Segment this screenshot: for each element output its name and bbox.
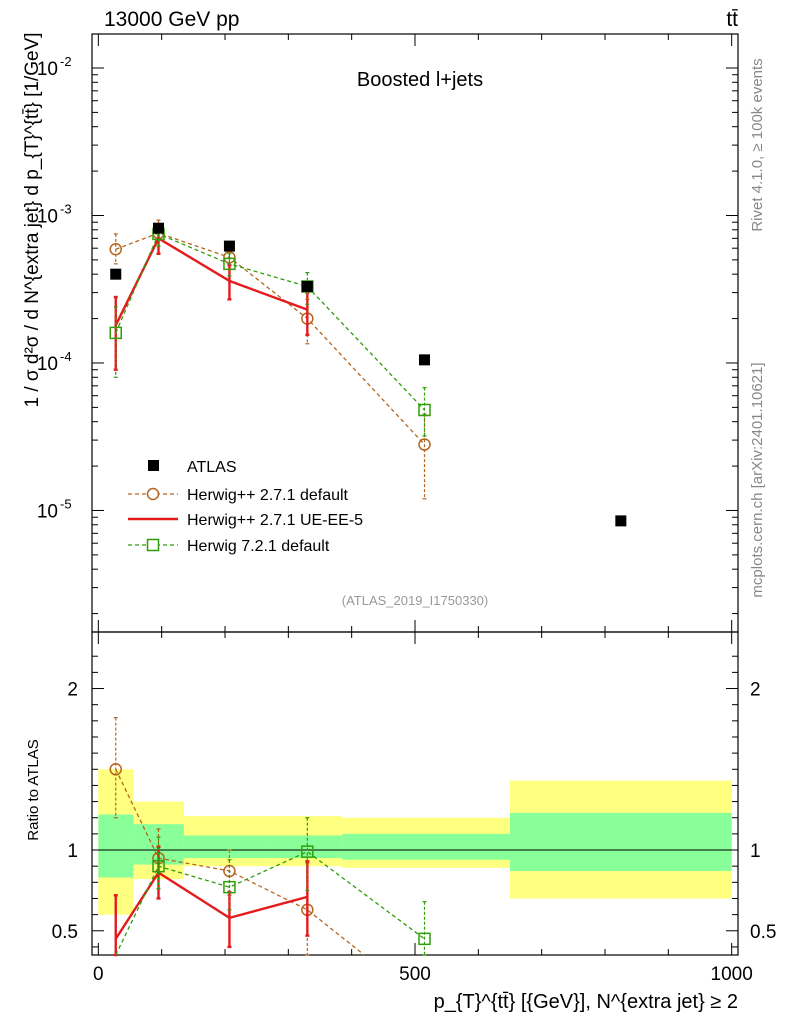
main-atlas-point	[153, 222, 164, 234]
x-tick-label: 500	[399, 964, 431, 985]
y-tick-label-exponent: -5	[60, 496, 72, 511]
main-herwigpp-2-7-1-default-group	[109, 219, 431, 500]
process-label: tt̄	[726, 8, 738, 31]
legend-marker-herwigpp-default	[146, 487, 160, 501]
y-tick-label: 10	[37, 206, 58, 227]
ratio-herwig-7-2-1-default-group	[115, 817, 431, 956]
ratio-herwig-7-2-1-default-point	[152, 859, 165, 873]
main-herwigpp-2-7-1-default-point	[223, 251, 236, 264]
y-tick-label-exponent: -3	[60, 201, 72, 216]
legend-marker-herwig7-default	[146, 538, 160, 552]
legend: ATLAS Herwig++ 2.7.1 default Herwig++ 2.…	[128, 459, 363, 555]
ratio-band-green	[342, 833, 510, 860]
main-atlas-group	[110, 222, 627, 527]
legend-entry-atlas: ATLAS	[148, 459, 237, 476]
y-tick-label-exponent: -2	[60, 54, 72, 69]
legend-entry-herwigpp-ueee5: Herwig++ 2.7.1 UE-EE-5	[128, 512, 363, 529]
ratio-y-tick-label: 0.5	[52, 922, 78, 943]
main-herwig-7-2-1-default-point	[109, 326, 122, 340]
ratio-y-tick-label-right: 1	[750, 841, 761, 862]
ratio-band-green	[98, 814, 134, 878]
main-herwig-7-2-1-default-point	[223, 257, 236, 271]
legend-label-atlas: ATLAS	[187, 459, 237, 476]
x-tick-label: 0	[93, 964, 104, 985]
x-tick-label: 1000	[711, 964, 753, 985]
ratio-herwig-7-2-1-default-point	[223, 880, 236, 894]
ratio-herwigpp-2-7-1-ue-ee-5-line	[114, 870, 308, 940]
main-herwig-7-2-1-default-point	[418, 403, 431, 417]
legend-label-herwig7-default: Herwig 7.2.1 default	[187, 538, 330, 555]
legend-label-herwigpp-ueee5: Herwig++ 2.7.1 UE-EE-5	[187, 512, 363, 529]
analysis-label: (ATLAS_2019_I1750330)	[342, 593, 488, 608]
ratio-y-tick-label-right: 0.5	[750, 922, 776, 943]
main-herwig-7-2-1-default-group	[109, 223, 431, 437]
ratio-y-tick-label: 2	[67, 680, 78, 701]
ratio-band-green	[510, 812, 732, 872]
main-atlas-point	[301, 281, 313, 293]
legend-entry-herwig7-default: Herwig 7.2.1 default	[128, 538, 330, 555]
ratio-herwig-7-2-1-default-line	[115, 850, 425, 956]
legend-label-herwigpp-default: Herwig++ 2.7.1 default	[187, 487, 349, 504]
y-tick-label: 10	[37, 59, 58, 80]
main-herwigpp-2-7-1-default-point	[418, 438, 431, 451]
y-tick-label-exponent: -4	[60, 349, 72, 364]
main-plot-title: Boosted l+jets	[357, 69, 483, 91]
ratio-y-tick-label-right: 2	[750, 680, 761, 701]
ratio-band-green	[183, 835, 270, 859]
main-herwig-7-2-1-default-line	[115, 233, 425, 411]
main-y-axis-label: 1 / σ d²σ / d N^{extra jet} d p_{T}^{tt̄…	[22, 32, 43, 407]
legend-entry-herwigpp-default: Herwig++ 2.7.1 default	[128, 487, 349, 504]
energy-label: 13000 GeV pp	[104, 8, 239, 31]
ratio-y-axis-label: Ratio to ATLAS	[25, 739, 42, 840]
main-atlas-point	[110, 268, 122, 280]
y-tick-label: 10	[37, 354, 58, 375]
main-atlas-point	[615, 515, 627, 527]
main-herwigpp-2-7-1-default-point	[109, 243, 122, 256]
main-atlas-point	[419, 354, 430, 366]
main-herwigpp-2-7-1-ue-ee-5-line	[114, 236, 308, 326]
y-tick-label: 10	[37, 501, 58, 522]
main-atlas-point	[223, 240, 235, 252]
ratio-herwig-7-2-1-default-point	[301, 845, 314, 858]
x-axis-label: p_{T}^{tt̄} [{GeV}], N^{extra jet} ≥ 2	[434, 991, 738, 1013]
main-herwigpp-2-7-1-default-line	[115, 232, 425, 445]
rivet-version-label: Rivet 4.1.0, ≥ 100k events	[749, 58, 766, 231]
ratio-herwigpp-2-7-1-default-point	[109, 763, 122, 776]
legend-marker-atlas	[148, 460, 159, 471]
source-label: mcplots.cern.ch [arXiv:2401.10621]	[749, 362, 766, 597]
ratio-herwig-7-2-1-default-point	[418, 932, 431, 946]
ratio-y-tick-label: 1	[67, 841, 78, 862]
